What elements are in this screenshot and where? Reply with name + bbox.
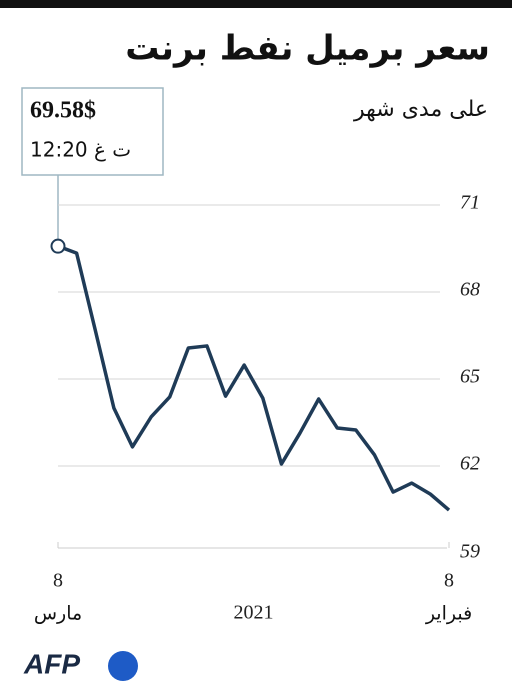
x-month-label: مارس: [34, 603, 82, 625]
x-tick-label: 8: [444, 570, 454, 592]
x-tick-label: 8: [53, 570, 63, 592]
chart-title: سعر برميل نفط برنت: [125, 29, 490, 69]
y-tick-label: 71: [460, 192, 480, 214]
logo-dot: [108, 651, 138, 681]
y-tick-label: 65: [460, 366, 480, 388]
chart-subtitle: على مدى شهر: [353, 97, 488, 122]
y-tick-label: 62: [460, 453, 480, 475]
callout-value: 69.58$: [30, 98, 96, 124]
y-tick-label: 59: [460, 541, 480, 563]
highlight-point: [50, 238, 66, 254]
line: [57, 244, 451, 512]
y-tick-label: 68: [460, 279, 480, 301]
callout-box: [21, 87, 164, 176]
x-month-label: فبراير: [425, 603, 472, 625]
callout-time: 12:20 ت غ: [30, 138, 131, 162]
x-year-label: 2021: [234, 602, 274, 624]
source: AFP: [23, 648, 80, 679]
top-bar: [0, 0, 512, 8]
source-logo: AFP: [23, 648, 138, 681]
